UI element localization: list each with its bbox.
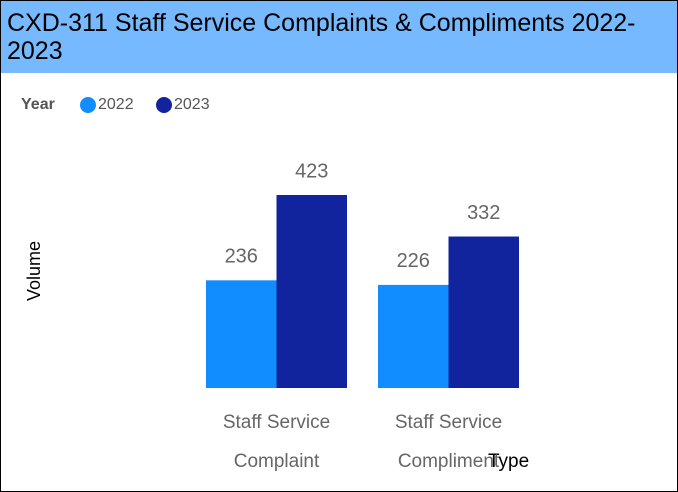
- data-label: 332: [467, 202, 500, 224]
- legend-title: Year: [21, 96, 55, 113]
- data-label: 236: [225, 246, 258, 268]
- bar: [378, 284, 449, 388]
- x-tick-label: Staff Service Complaint: [222, 412, 331, 472]
- bar: [206, 280, 277, 388]
- legend-marker: [156, 97, 172, 113]
- y-axis-label: Volume: [24, 241, 44, 301]
- data-label: 226: [397, 250, 430, 272]
- legend-marker: [80, 97, 96, 113]
- legend-label: 2022: [98, 96, 134, 113]
- legend-label: 2023: [174, 96, 210, 113]
- x-tick-label: Staff Service Compliment: [394, 412, 503, 472]
- bar: [448, 236, 519, 388]
- bar: [276, 195, 347, 388]
- chart-title: CXD-311 Staff Service Complaints & Compl…: [1, 1, 677, 73]
- data-label: 423: [295, 160, 328, 182]
- x-axis-label: Type: [488, 451, 529, 472]
